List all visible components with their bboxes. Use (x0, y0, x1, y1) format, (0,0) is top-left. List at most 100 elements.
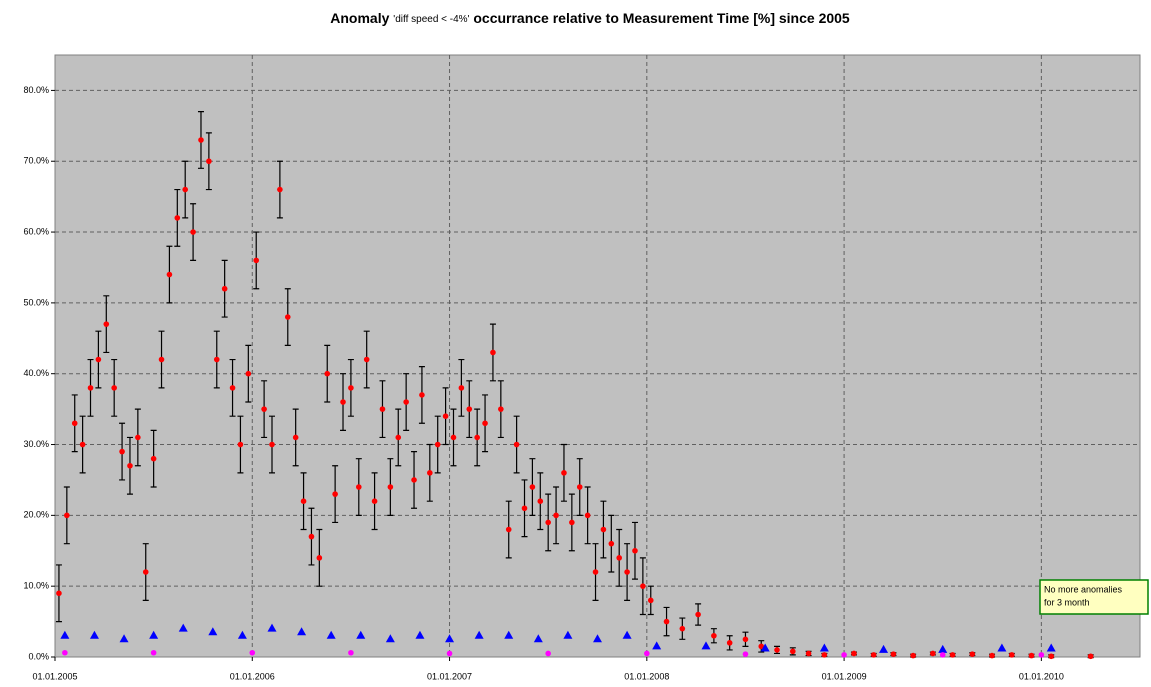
point (79, 441, 86, 448)
point (593, 634, 602, 643)
point (450, 434, 457, 441)
title-condition: 'diff speed < -4%' (393, 14, 469, 25)
y-tick-label: 20.0% (23, 510, 49, 520)
point (576, 484, 583, 490)
point (742, 651, 749, 657)
point (71, 420, 78, 427)
point (711, 632, 717, 639)
point (135, 434, 141, 441)
point (616, 555, 622, 561)
point (385, 634, 395, 643)
y-tick-label: 70.0% (23, 156, 49, 166)
point (237, 630, 247, 639)
x-tick-label: 01.01.2009 (822, 671, 867, 681)
point (119, 634, 129, 643)
point (632, 547, 638, 554)
point (482, 420, 488, 427)
point (292, 434, 299, 441)
point (870, 652, 877, 658)
point (474, 630, 484, 639)
point (563, 630, 573, 639)
point (663, 618, 670, 625)
title-prefix: Anomaly (330, 10, 389, 26)
point (363, 356, 370, 363)
point (182, 186, 188, 193)
point (348, 385, 354, 391)
point (624, 569, 630, 575)
point (267, 623, 277, 632)
point (149, 630, 159, 639)
point (411, 477, 417, 483)
point (790, 648, 796, 655)
annotation-text: for 3 month (1044, 597, 1090, 607)
point (208, 627, 218, 636)
point (758, 643, 765, 650)
point (56, 590, 62, 597)
point (387, 484, 394, 490)
point (253, 257, 260, 264)
point (505, 526, 512, 533)
point (127, 462, 133, 469)
point (150, 649, 157, 656)
point (316, 555, 323, 561)
point (300, 498, 307, 504)
point (821, 652, 828, 658)
point (652, 641, 662, 650)
point (805, 650, 812, 657)
point (332, 491, 338, 497)
point (545, 519, 551, 526)
title-suffix: occurrance relative to Measurement Time … (473, 10, 850, 26)
annotation-box (1039, 579, 1149, 615)
point (64, 512, 70, 519)
point (458, 385, 465, 391)
point (760, 643, 770, 652)
point (277, 186, 283, 193)
point (142, 569, 149, 575)
point (245, 370, 252, 377)
point (561, 470, 567, 476)
y-tick-label: 30.0% (23, 439, 49, 449)
point (726, 640, 733, 646)
x-tick-label: 01.01.2007 (427, 671, 472, 681)
x-tick-label: 01.01.2008 (624, 671, 669, 681)
point (930, 650, 936, 657)
point (326, 630, 336, 639)
point (521, 505, 528, 512)
x-tick-label: 01.01.2005 (32, 671, 77, 681)
point (150, 455, 157, 462)
point (989, 652, 995, 659)
point (622, 630, 632, 639)
point (939, 652, 946, 658)
point (569, 519, 575, 526)
point (174, 215, 181, 221)
point (308, 533, 315, 540)
point (158, 356, 165, 363)
point (166, 271, 173, 278)
point (851, 650, 857, 657)
point (553, 512, 559, 519)
point (701, 641, 711, 650)
point (221, 285, 228, 292)
point (600, 526, 607, 533)
point (95, 356, 102, 363)
annotation-text: No more anomalies (1044, 584, 1123, 594)
point (379, 406, 386, 412)
point (1008, 652, 1015, 658)
point (269, 441, 275, 448)
point (647, 597, 654, 604)
point (395, 434, 402, 441)
point (879, 644, 889, 653)
point (584, 512, 591, 519)
point (403, 399, 409, 405)
point (229, 385, 236, 391)
point (198, 137, 204, 143)
point (442, 413, 449, 420)
point (356, 484, 362, 490)
plot-area (54, 54, 1141, 658)
point (419, 392, 425, 398)
point (819, 643, 829, 652)
y-tick-label: 60.0% (23, 226, 49, 236)
point (695, 611, 701, 618)
point (533, 634, 543, 643)
point (949, 652, 956, 658)
